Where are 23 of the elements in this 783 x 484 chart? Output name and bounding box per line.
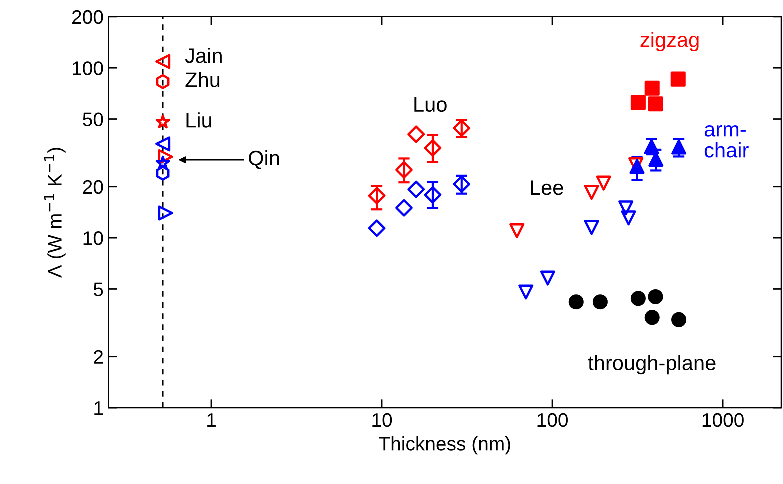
annotation: Qin <box>249 150 280 170</box>
x-tick-label: 1000 <box>702 413 744 428</box>
y-tick-label: 50 <box>83 112 104 126</box>
y-tick-label: 100 <box>73 62 104 76</box>
y-tick-label: 1 <box>94 402 104 416</box>
x-tick-label: 1 <box>208 414 216 427</box>
x-tick-label: 100 <box>538 413 568 428</box>
annotation: Jain <box>185 48 222 64</box>
annotation: Luo <box>414 98 447 112</box>
y-tick-label: 5 <box>94 282 104 296</box>
y-axis-title: Λ (W m$^{−1}$ K$^{−1}$) <box>44 148 66 278</box>
x-axis-title: Thickness (nm) <box>379 436 510 455</box>
annotation: Lee <box>531 180 564 196</box>
series-label: through-plane <box>588 355 716 375</box>
series-label: arm- chair <box>704 125 749 158</box>
series-label: zigzag <box>640 32 699 52</box>
annotation: Zhu <box>186 72 220 88</box>
y-tick-label: 200 <box>72 10 104 24</box>
annotation: Liu <box>186 112 212 128</box>
y-tick-label: 20 <box>83 180 104 194</box>
y-tick-label: 2 <box>94 350 103 364</box>
y-tick-label: 10 <box>84 232 104 246</box>
x-tick-label: 10 <box>372 413 392 428</box>
